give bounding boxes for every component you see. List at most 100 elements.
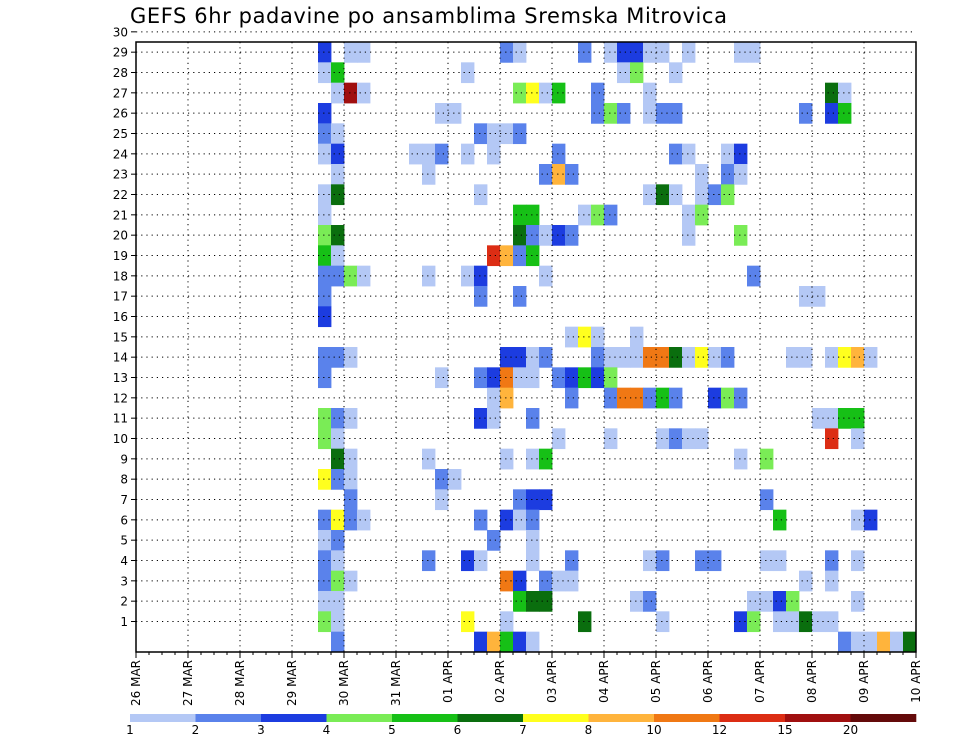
heatmap-cell [526, 509, 540, 531]
heatmap-cell [630, 387, 644, 409]
heatmap-cell [578, 611, 592, 633]
y-tick-label: 4 [120, 554, 128, 568]
heatmap-cell [682, 347, 696, 368]
heatmap-cell [669, 184, 683, 206]
heatmap-cell [435, 367, 449, 389]
heatmap-cell [643, 42, 657, 63]
heatmap-cell [825, 347, 839, 368]
heatmap-cell [487, 631, 501, 653]
colorbar-label: 2 [192, 723, 200, 737]
heatmap-cell [799, 570, 813, 592]
heatmap-cell [708, 347, 722, 368]
heatmap-cell [747, 591, 761, 612]
heatmap-cell [656, 103, 670, 124]
y-tick-label: 8 [120, 473, 128, 487]
heatmap-cell [565, 225, 579, 246]
colorbar: 1 2 3 4 5 6 7 8 10 12 15 20 [126, 714, 917, 737]
heatmap-cell [318, 184, 332, 206]
y-tick-label: 26 [113, 107, 128, 121]
heatmap-cell [318, 428, 332, 450]
heatmap-cell [331, 448, 345, 470]
heatmap-cell [331, 265, 345, 287]
heatmap-cell [331, 570, 345, 592]
heatmap-cell [318, 570, 332, 592]
heatmap-cell [760, 550, 774, 572]
heatmap-cell [422, 448, 436, 470]
heatmap-cell [539, 591, 553, 612]
heatmap-cell [318, 62, 332, 84]
heatmap-cell [513, 123, 527, 145]
y-tick-label: 10 [113, 432, 128, 446]
heatmap-cell [357, 82, 371, 104]
chart-title: GEFS 6hr padavine po ansamblima Sremska … [130, 4, 728, 28]
heatmap-cell [643, 591, 657, 612]
heatmap-cell [526, 225, 540, 246]
heatmap-cell [682, 204, 696, 226]
heatmap-cell [331, 530, 345, 551]
y-tick-label: 17 [113, 290, 128, 304]
heatmap-cell [825, 611, 839, 633]
x-tick-label: 30 MAR [337, 660, 351, 706]
heatmap-cell [435, 103, 449, 124]
heatmap-cell [734, 164, 748, 185]
colorbar-swatch [654, 714, 720, 722]
heatmap-cell [578, 326, 592, 348]
heatmap-cell [565, 570, 579, 592]
heatmap-cell [851, 509, 865, 531]
heatmap-cell [435, 143, 449, 165]
heatmap-cell [461, 611, 475, 633]
heatmap-cell [669, 103, 683, 124]
heatmap-cell [500, 42, 514, 63]
heatmap-cell [552, 570, 566, 592]
heatmap-cell [344, 42, 358, 63]
heatmap-cell [318, 123, 332, 145]
heatmap-cell [656, 184, 670, 206]
heatmap-cell [500, 367, 514, 389]
heatmap-cell [331, 611, 345, 633]
y-tick-label: 14 [113, 351, 128, 365]
heatmap-cell [812, 611, 826, 633]
heatmap-cell [539, 489, 553, 511]
heatmap-cell [851, 347, 865, 368]
colorbar-swatch [392, 714, 458, 722]
heatmap-cell [695, 204, 709, 226]
heatmap-cell [331, 408, 345, 429]
heatmap-cell [344, 347, 358, 368]
heatmap-cell [773, 550, 787, 572]
heatmap-cell [565, 367, 579, 389]
x-tick-label: 06 APR [701, 660, 715, 703]
heatmap-cell [799, 286, 813, 307]
heatmap-cell [578, 204, 592, 226]
heatmap-cell [435, 469, 449, 490]
colorbar-label: 12 [712, 723, 727, 737]
heatmap-cell [318, 265, 332, 287]
heatmap-cell [591, 82, 605, 104]
heatmap-cell [617, 103, 631, 124]
y-tick-label: 30 [113, 25, 128, 39]
x-tick-label: 26 MAR [129, 660, 143, 706]
y-tick-label: 19 [113, 249, 128, 263]
heatmap-cell [474, 265, 488, 287]
heatmap-cell [539, 225, 553, 246]
heatmap-cell [656, 611, 670, 633]
heatmap-cell [500, 448, 514, 470]
colorbar-swatch [195, 714, 262, 722]
heatmap-cell [331, 62, 345, 84]
heatmap-cell [487, 143, 501, 165]
heatmap-cell [825, 82, 839, 104]
colorbar-swatch [523, 714, 589, 722]
heatmap-cell [604, 387, 618, 409]
heatmap-cell [331, 184, 345, 206]
heatmap-cell [864, 631, 878, 653]
colorbar-swatch [588, 714, 655, 722]
heatmap-cell [565, 550, 579, 572]
heatmap-cell [435, 489, 449, 511]
heatmap-cell [734, 225, 748, 246]
heatmap-cell [721, 184, 735, 206]
heatmap-cell [318, 591, 332, 612]
y-tick-label: 16 [113, 310, 128, 324]
heatmap-cell [604, 103, 618, 124]
heatmap-cell [604, 42, 618, 63]
heatmap-cell [604, 204, 618, 226]
y-tick-label: 21 [113, 208, 128, 222]
